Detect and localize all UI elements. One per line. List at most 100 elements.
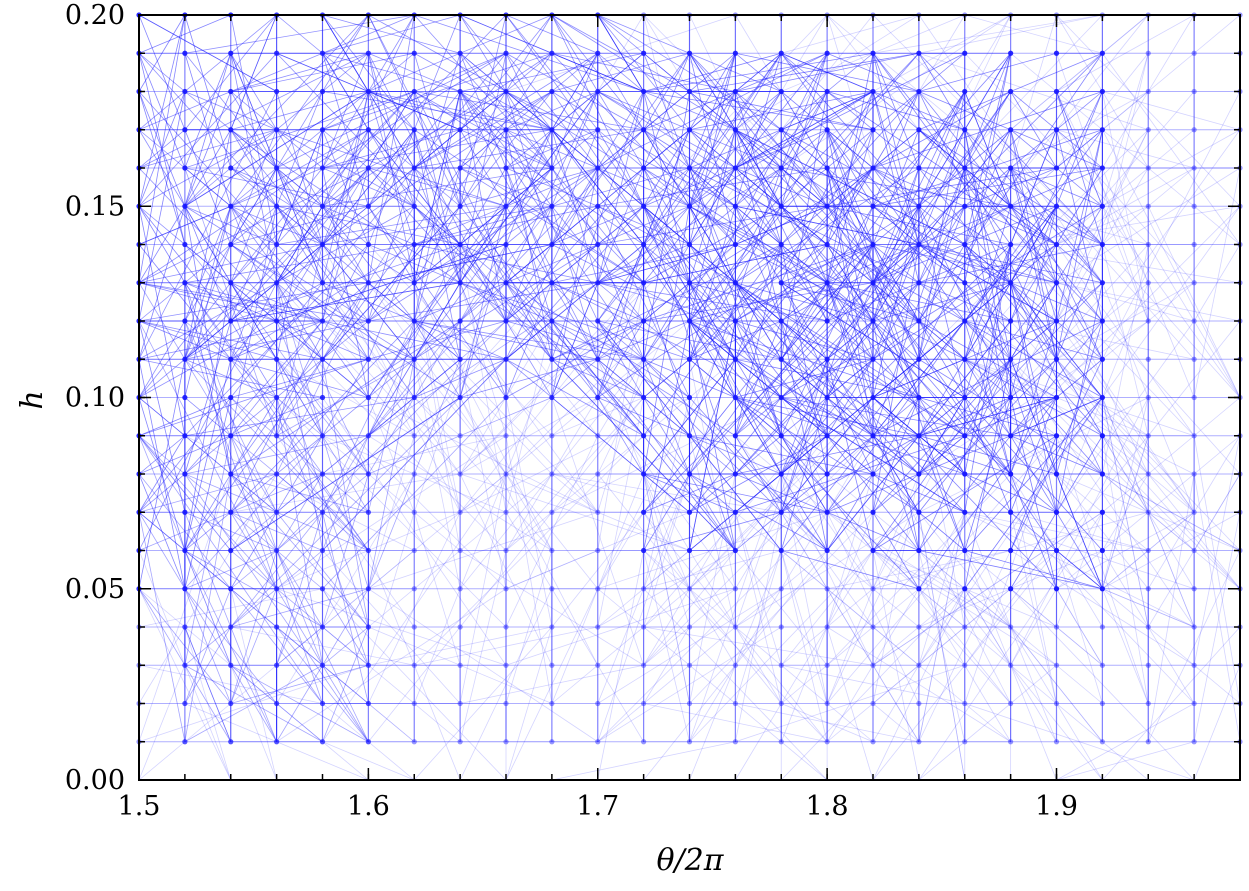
edge [551,397,644,437]
node-point [1008,203,1014,209]
edge [689,206,736,322]
node-point [641,88,647,95]
edge [322,320,461,475]
node-point [228,586,234,592]
node-point [870,165,876,171]
node-point [503,471,509,477]
edge [413,244,507,513]
edge [1010,52,1241,245]
edge [689,358,920,590]
edge [322,205,552,245]
edge [551,397,782,513]
edge [1056,14,1195,92]
edge [184,435,323,590]
node-point [503,50,509,56]
node-point [824,203,830,209]
edge [1102,129,1241,322]
node-point [457,433,463,439]
edge [368,91,552,131]
edge [735,435,965,513]
node-point [319,547,326,554]
node-point [778,662,784,668]
edge [230,167,369,322]
edge [138,129,277,169]
edge [230,282,461,322]
edge [322,91,369,283]
edge [918,512,966,666]
node-point [549,318,555,324]
edge [138,14,231,54]
edge [138,435,323,704]
edge [138,206,232,322]
edge [872,91,920,169]
node-point [686,700,693,707]
edge [734,512,782,704]
edge [735,282,965,437]
edge [230,320,415,513]
edge [643,473,690,704]
edge [184,664,323,743]
edge [367,435,415,589]
node-point [1145,356,1151,362]
node-point [1008,241,1014,248]
edge [551,282,782,398]
node-point [1191,88,1197,95]
edge [184,550,323,666]
edge [322,129,369,245]
node-point [732,241,738,248]
edge [1056,473,1241,551]
node-point [1053,127,1060,133]
edge [918,244,1057,322]
edge [322,52,461,92]
edge [1010,14,1241,207]
edge [505,129,553,360]
edge [230,91,415,284]
node-point [1053,318,1060,324]
edge [367,512,415,666]
edge [918,52,1057,92]
edge [322,626,461,743]
edge [322,282,461,513]
edge [368,550,461,781]
node-point [962,433,968,439]
edge [230,550,369,666]
edge [1102,435,1195,513]
edge [230,205,369,245]
node-point [1099,127,1105,133]
node-point [962,547,968,554]
edge [872,167,1057,284]
node-point [595,356,601,362]
node-point [824,165,830,171]
edge [826,244,874,322]
node-point [1053,700,1060,707]
edge [230,244,461,322]
node-point [916,356,922,362]
node-point [824,471,830,477]
edge [689,320,874,589]
node-point [1191,165,1197,171]
edge [1193,397,1241,437]
edge [597,14,644,92]
edge [918,550,1011,742]
edge [413,282,553,551]
edge [872,550,1057,781]
edge [918,14,1103,54]
node-point [411,394,417,401]
node-point [686,547,693,554]
edge [1010,588,1103,666]
edge [551,52,736,92]
edge [368,167,507,207]
edge [597,14,644,54]
edge [780,435,828,513]
node-point [503,586,509,592]
edge [735,511,920,628]
edge [322,626,369,666]
edge [230,52,415,92]
node-point [778,88,784,95]
edge [368,205,553,322]
edge [184,244,415,284]
edge [1101,397,1149,589]
node-point [1099,624,1105,630]
edge [551,129,599,283]
edge [964,512,1057,742]
